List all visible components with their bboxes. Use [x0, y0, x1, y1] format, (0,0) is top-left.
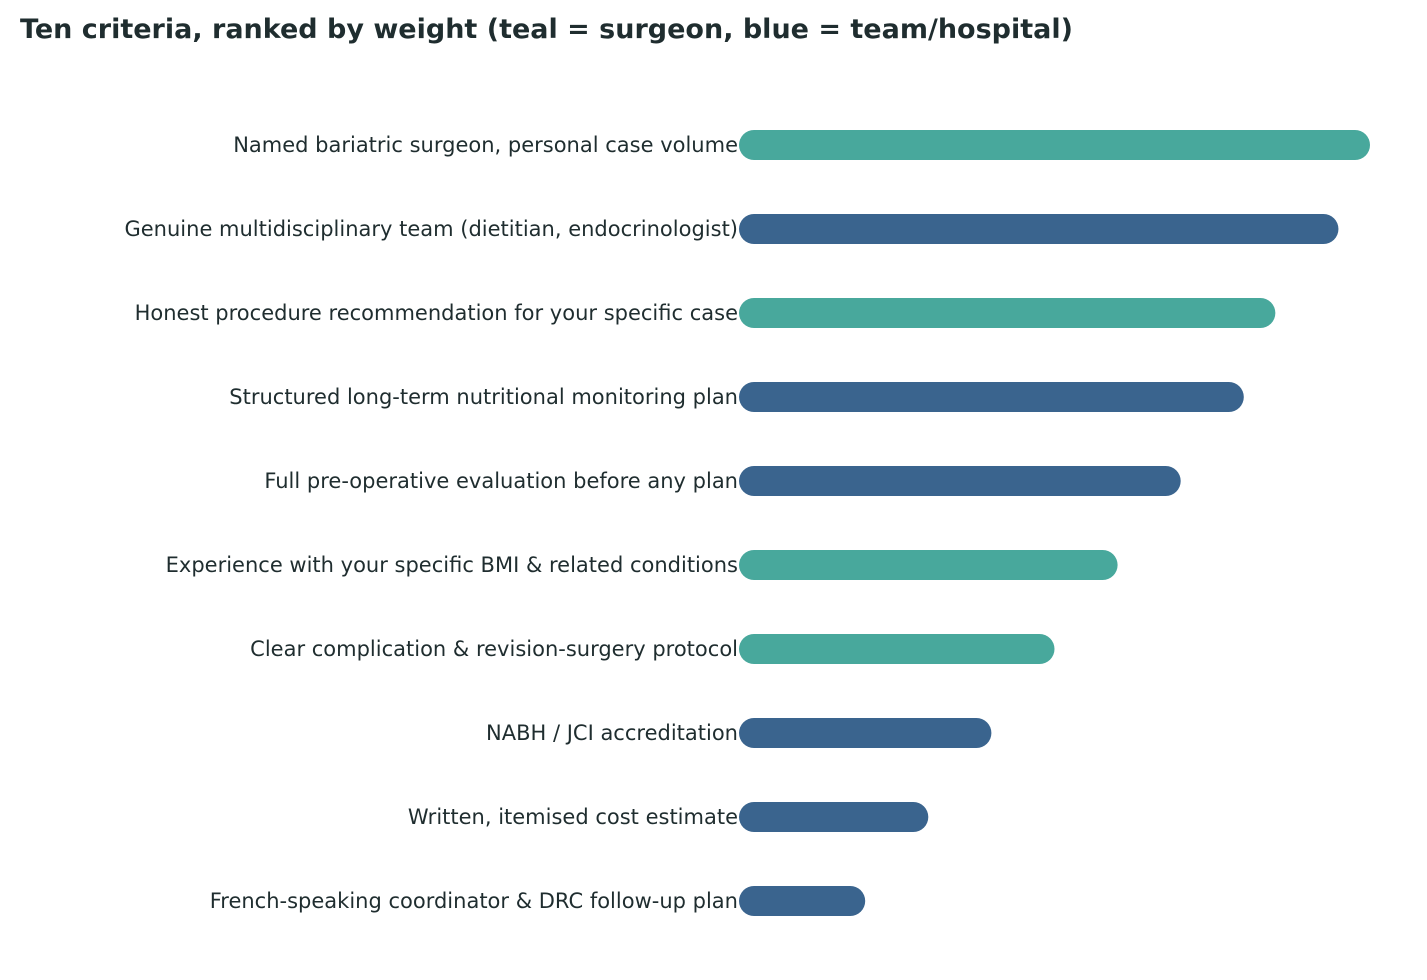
- bar-5: [739, 466, 1181, 496]
- category-label-7: Clear complication & revision-surgery pr…: [250, 637, 738, 661]
- bar-8: [739, 718, 992, 748]
- bar-6: [739, 550, 1118, 580]
- category-label-3: Honest procedure recommendation for your…: [135, 301, 738, 325]
- bar-10: [739, 886, 866, 916]
- category-label-5: Full pre-operative evaluation before any…: [264, 469, 738, 493]
- category-label-6: Experience with your specific BMI & rela…: [166, 553, 738, 577]
- bar-7: [739, 634, 1055, 664]
- category-label-1: Named bariatric surgeon, personal case v…: [233, 133, 738, 157]
- bar-2: [739, 214, 1339, 244]
- bar-3: [739, 298, 1276, 328]
- bar-1: [739, 130, 1370, 160]
- category-label-4: Structured long-term nutritional monitor…: [229, 385, 738, 409]
- category-label-8: NABH / JCI accreditation: [486, 721, 738, 745]
- category-label-10: French-speaking coordinator & DRC follow…: [210, 889, 738, 913]
- bar-4: [739, 382, 1244, 412]
- category-label-9: Written, itemised cost estimate: [408, 805, 738, 829]
- category-label-2: Genuine multidisciplinary team (dietitia…: [124, 217, 738, 241]
- chart-title: Ten criteria, ranked by weight (teal = s…: [20, 14, 1073, 45]
- bar-9: [739, 802, 929, 832]
